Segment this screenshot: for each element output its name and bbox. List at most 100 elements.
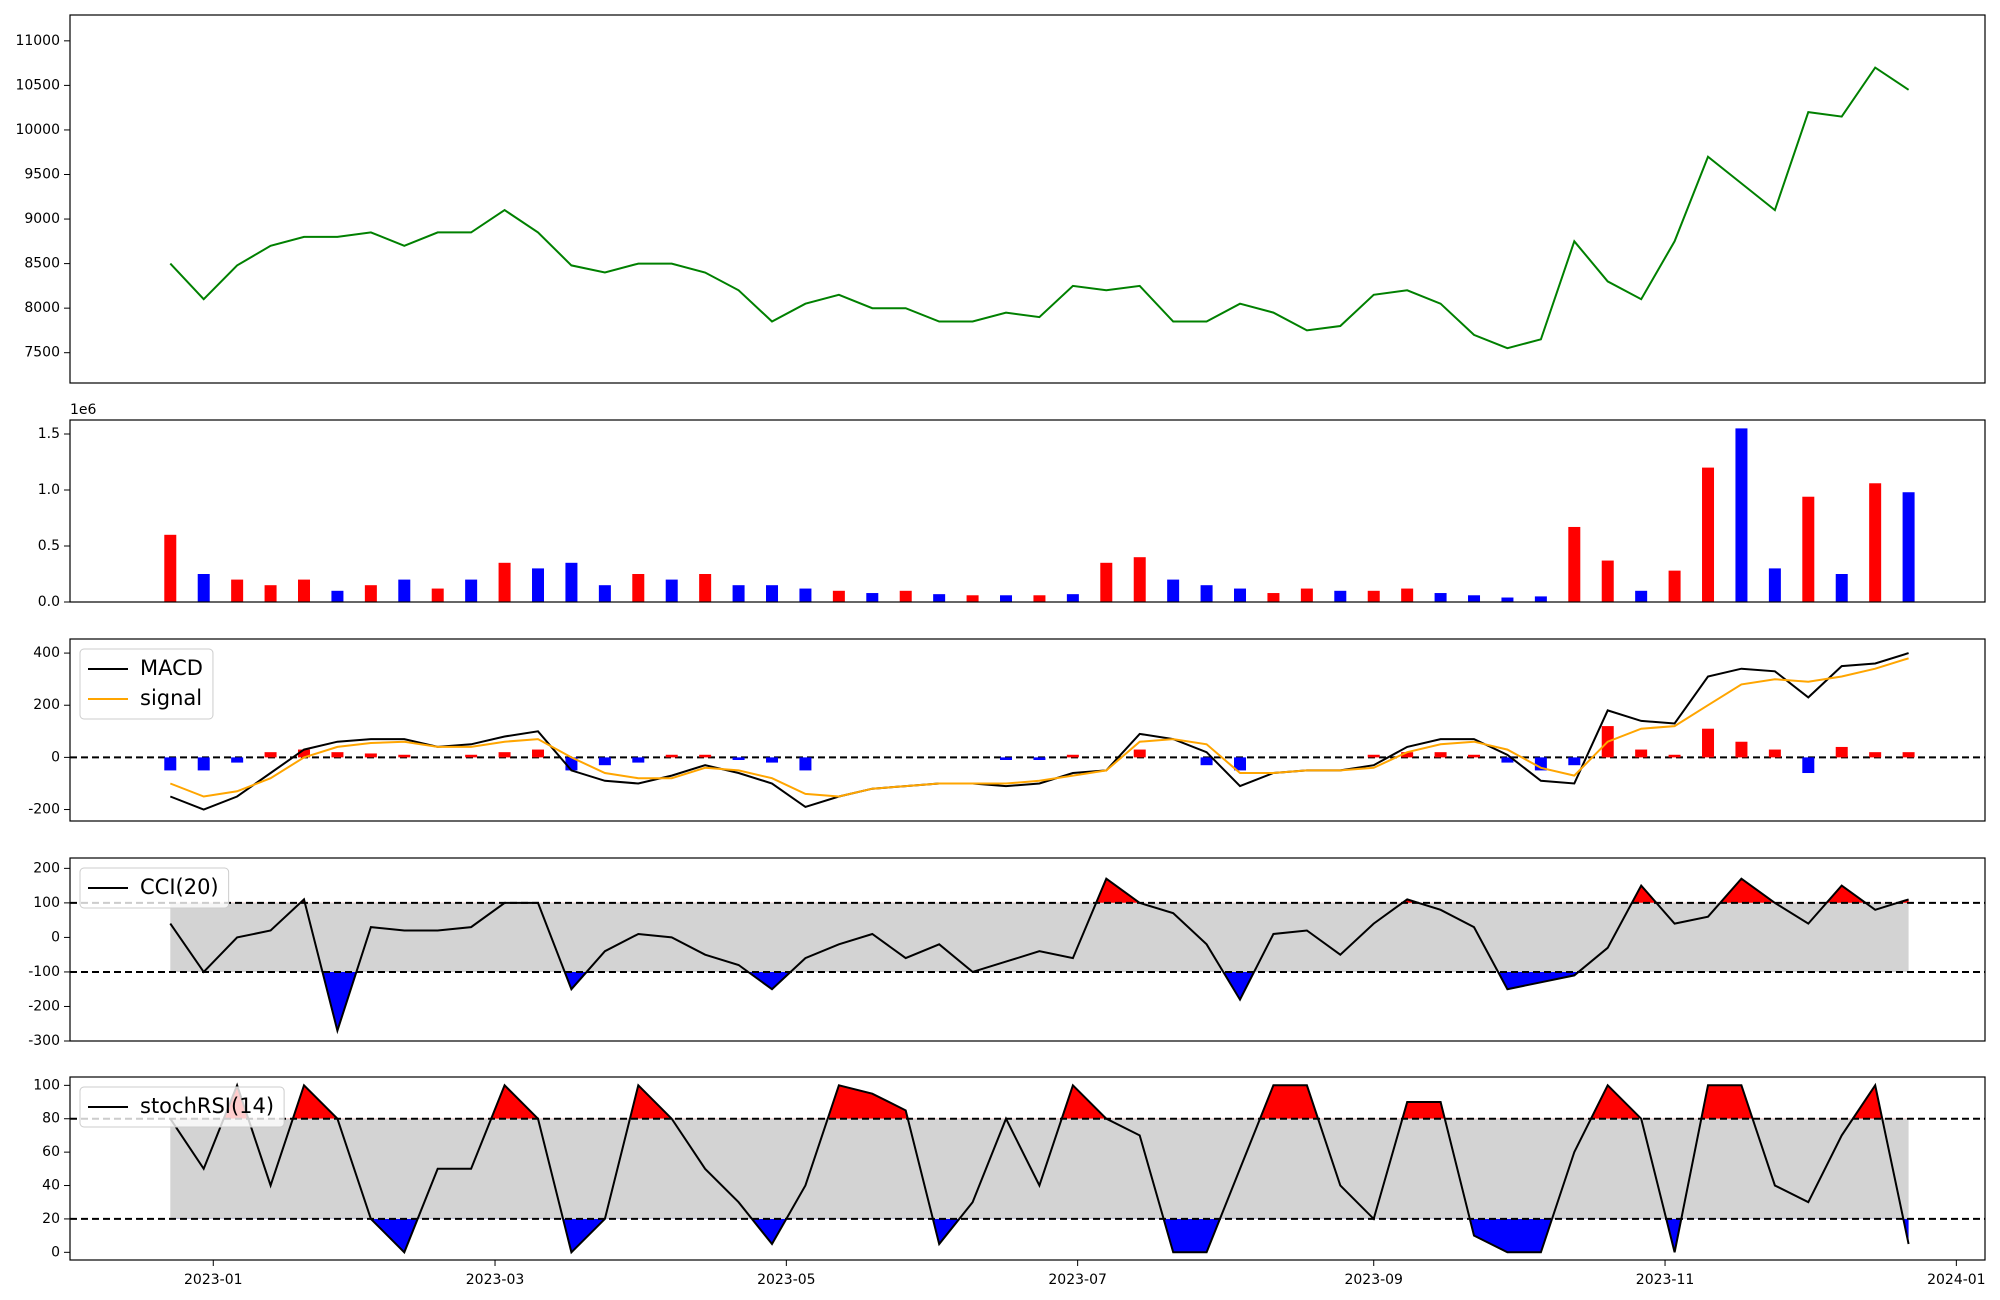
histogram-bar	[665, 754, 678, 758]
panel: -200 0 200 400 MACD signal	[28, 638, 1986, 822]
volume-bar	[1468, 595, 1481, 602]
volume-bar	[632, 574, 645, 602]
x-tick-label: 2023-05	[757, 1272, 816, 1288]
oversold-fill	[170, 1218, 1909, 1253]
volume-bar	[231, 579, 244, 602]
volume-bar	[1702, 467, 1715, 602]
y-tick-label: 8500	[24, 256, 60, 272]
histogram-bar	[1501, 757, 1514, 763]
volume-bar	[498, 562, 511, 602]
series-line	[169, 66, 1910, 350]
neutral-band	[170, 1118, 1909, 1219]
histogram-bar	[1902, 752, 1915, 758]
histogram-bar	[1768, 749, 1781, 758]
x-tick-label: 2023-11	[1636, 1272, 1695, 1288]
plot-area	[70, 1082, 1985, 1255]
x-tick-label: 2023-03	[466, 1272, 525, 1288]
legend-label: signal	[140, 686, 202, 710]
histogram-bar	[1668, 754, 1681, 758]
volume-bar	[665, 579, 678, 602]
volume-bar	[1267, 593, 1280, 602]
volume-bar	[197, 574, 210, 602]
x-tick-label: 2024-01	[1927, 1272, 1986, 1288]
y-tick-label: 10000	[15, 122, 60, 138]
plot-area	[70, 877, 1985, 1035]
volume-bar	[1835, 574, 1848, 602]
volume-bar	[1334, 590, 1347, 602]
volume-bar	[832, 590, 845, 602]
y-tick-label: 0	[51, 929, 60, 945]
series-line	[169, 657, 1909, 798]
volume-bar	[1802, 496, 1815, 602]
plot-area	[70, 652, 1985, 811]
volume-bar	[1234, 588, 1247, 602]
histogram-bar	[1401, 752, 1414, 758]
volume-bar	[1300, 588, 1313, 602]
axes-frame	[69, 419, 1986, 603]
overbought-fill	[170, 1085, 1909, 1119]
y-tick-label: 9500	[24, 166, 60, 182]
histogram-bar	[799, 757, 812, 771]
volume-bar	[1167, 579, 1180, 602]
volume-bar	[799, 588, 812, 602]
volume-bar	[699, 574, 712, 602]
volume-bar	[732, 585, 745, 602]
y-tick-label: 200	[33, 860, 60, 876]
panel: -300 -200 -100 0 100 200 CCI(20)	[28, 857, 1986, 1049]
histogram-bar	[632, 757, 645, 763]
volume-bar	[431, 588, 444, 602]
histogram-bar	[1434, 752, 1447, 758]
histogram-bar	[532, 749, 545, 758]
histogram-bar	[264, 752, 277, 758]
y-tick-label: 100	[33, 1077, 60, 1093]
volume-bar	[465, 579, 478, 602]
legend-box	[79, 648, 214, 720]
volume-bar	[164, 534, 177, 602]
volume-bar	[1066, 594, 1079, 602]
y-tick-label: 0.0	[38, 594, 60, 610]
y-tick-label: 0	[51, 749, 60, 765]
y-tick-label: -200	[28, 802, 60, 818]
volume-bar	[1869, 483, 1882, 602]
y-tick-label: 10500	[15, 77, 60, 93]
volume-bar	[598, 585, 611, 602]
histogram-bar	[331, 752, 344, 758]
y-tick-label: 0.5	[38, 538, 60, 554]
volume-bar	[1601, 560, 1614, 602]
volume-bar	[933, 594, 946, 602]
volume-bar	[1133, 557, 1146, 602]
volume-bar	[1434, 593, 1447, 602]
y-tick-label: 7500	[24, 345, 60, 361]
volume-bar	[899, 590, 912, 602]
histogram-bar	[465, 754, 478, 758]
histogram-bar	[598, 757, 611, 766]
axes-frame	[69, 1076, 1986, 1261]
plot-area	[164, 428, 1915, 602]
histogram-bar	[364, 753, 377, 758]
neutral-band	[170, 902, 1909, 972]
volume-bar	[1768, 568, 1781, 602]
histogram-bar	[1735, 741, 1748, 758]
histogram-bar	[766, 757, 779, 763]
histogram-bar	[1835, 746, 1848, 758]
y-tick-label: 200	[33, 697, 60, 713]
histogram-bar	[197, 757, 210, 771]
panel: 7500 8000 8500 9000 9500 10000 10500 11000	[15, 14, 1986, 384]
y-tick-label: 11000	[15, 33, 60, 49]
histogram-bar	[1133, 749, 1146, 758]
histogram-bar	[1200, 757, 1213, 766]
histogram-bar	[1869, 752, 1882, 758]
volume-bar	[866, 593, 879, 602]
volume-bar	[298, 579, 311, 602]
volume-bar	[565, 562, 578, 602]
volume-bar	[398, 579, 411, 602]
y-offset-label: 1e6	[70, 402, 97, 418]
histogram-bar	[498, 752, 511, 758]
y-tick-label: 60	[42, 1144, 60, 1160]
y-tick-label: 8000	[24, 300, 60, 316]
y-tick-label: 40	[42, 1178, 60, 1194]
legend-box	[79, 1086, 285, 1128]
histogram-bar	[1033, 757, 1046, 760]
y-tick-label: -100	[28, 964, 60, 980]
